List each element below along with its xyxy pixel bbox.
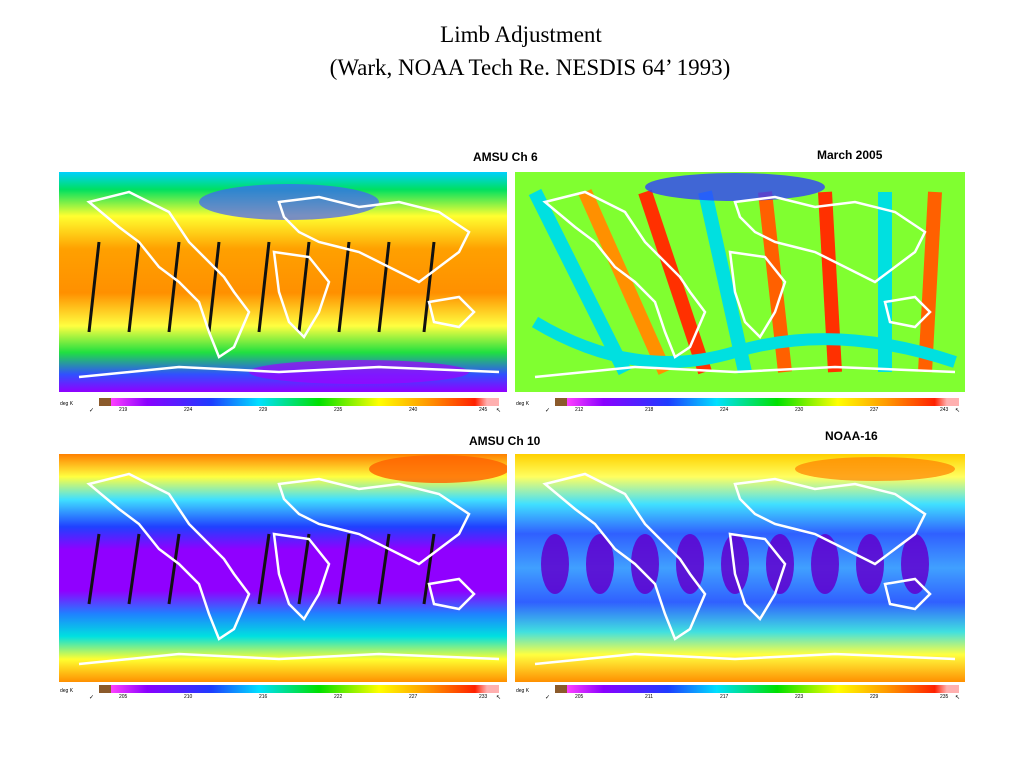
colorbar-unit: deg K [60, 401, 74, 407]
colorbar-tick: 224 [720, 407, 729, 413]
map-ch10-adjusted [515, 454, 965, 682]
label-amsu-ch10: AMSU Ch 10 [469, 434, 541, 448]
colorbar-bottom-left: deg K ✓ 205 210 216 222 227 233 ↖ [59, 682, 507, 701]
colorbar-tick: 243 [940, 407, 949, 413]
colorbar-top-right: deg K ✓ 212 218 224 230 237 243 ↖ [515, 395, 965, 414]
colorbar-check: ✓ [89, 695, 95, 701]
colorbar-tick: 216 [259, 694, 268, 700]
colorbar-gradient [555, 398, 959, 406]
colorbar-tick: 212 [575, 407, 584, 413]
colorbar-tick: 229 [259, 407, 268, 413]
colorbar-tick: 235 [940, 694, 949, 700]
colorbar-check: ✓ [545, 695, 551, 701]
colorbar-tick: 233 [479, 694, 488, 700]
colorbar-tick: 205 [575, 694, 584, 700]
colorbar-tick: 222 [334, 694, 343, 700]
colorbar-unit: deg K [60, 688, 74, 694]
colorbar-end-mark: ↖ [496, 695, 502, 701]
colorbar-tick: 224 [184, 407, 193, 413]
colorbar-tick: 211 [645, 694, 653, 700]
colorbar-tick: 205 [119, 694, 128, 700]
label-date: March 2005 [817, 148, 883, 162]
colorbar-end-mark: ↖ [955, 408, 961, 414]
map-ch6-adjusted [515, 172, 965, 392]
colorbar-tick: 229 [870, 694, 879, 700]
colorbar-tick: 240 [409, 407, 418, 413]
colorbar-tick: 235 [334, 407, 343, 413]
colorbar-unit: deg K [516, 401, 530, 407]
colorbar-check: ✓ [89, 408, 95, 414]
colorbar-gradient [99, 685, 499, 693]
slide-title: Limb Adjustment [440, 22, 602, 47]
colorbar-tick: 219 [119, 407, 128, 413]
colorbar-gradient [555, 685, 959, 693]
colorbar-top-left: deg K ✓ 219 224 229 235 240 245 ↖ [59, 395, 507, 414]
colorbar-tick: 218 [645, 407, 654, 413]
colorbar-gradient [99, 398, 499, 406]
colorbar-check: ✓ [545, 408, 551, 414]
map-ch10-unadjusted [59, 454, 507, 682]
colorbar-tick: 245 [479, 407, 488, 413]
colorbar-end-mark: ↖ [955, 695, 961, 701]
colorbar-end-mark: ↖ [496, 408, 502, 414]
colorbar-tick: 210 [184, 694, 193, 700]
label-amsu-ch6: AMSU Ch 6 [473, 150, 538, 164]
figure-panel: AMSU Ch 6 March 2005 AMSU Ch 10 NOAA-16 [59, 145, 965, 701]
colorbar-tick: 227 [409, 694, 418, 700]
colorbar-unit: deg K [516, 688, 530, 694]
colorbar-tick: 223 [795, 694, 804, 700]
colorbar-tick: 217 [720, 694, 729, 700]
colorbar-tick: 237 [870, 407, 879, 413]
colorbar-bottom-right: deg K ✓ 205 211 217 223 229 235 ↖ [515, 682, 965, 701]
map-ch6-unadjusted [59, 172, 507, 392]
colorbar-tick: 230 [795, 407, 804, 413]
slide-subtitle: (Wark, NOAA Tech Re. NESDIS 64’ 1993) [329, 55, 731, 80]
label-satellite: NOAA-16 [825, 429, 878, 443]
